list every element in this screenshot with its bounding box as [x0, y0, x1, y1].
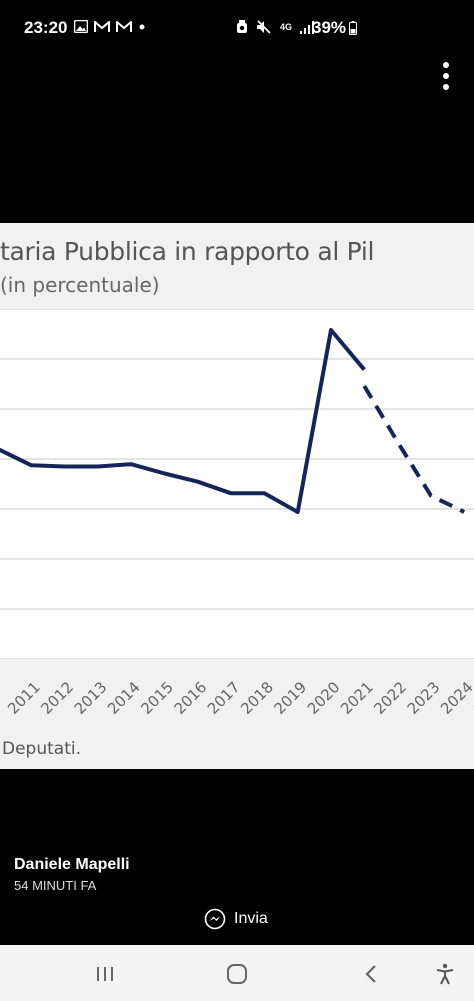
x-tick-label: 2021	[337, 678, 377, 718]
send-button[interactable]: Invia	[204, 908, 268, 930]
more-dot-icon	[443, 73, 449, 79]
more-options-button[interactable]	[434, 60, 458, 92]
notification-icons	[74, 20, 146, 33]
back-button[interactable]	[356, 959, 386, 989]
x-tick-label: 2013	[71, 678, 111, 718]
x-tick-label: 2022	[370, 678, 410, 718]
x-tick-label: 2017	[204, 678, 244, 718]
chart-subtitle: (in percentuale)	[0, 273, 160, 297]
x-tick-label: 2011	[4, 678, 44, 718]
chart-plot	[0, 309, 474, 659]
status-bar: 23:20	[0, 0, 474, 56]
x-tick-label: 2024	[437, 678, 474, 718]
alarm-icon	[237, 20, 247, 33]
accessibility-icon	[436, 963, 454, 985]
x-tick-label: 2019	[271, 678, 311, 718]
author-name[interactable]: Daniele Mapelli	[14, 856, 130, 873]
messenger-icon	[204, 908, 226, 930]
send-label: Invia	[234, 910, 268, 927]
status-time: 23:20	[24, 18, 68, 37]
more-dot-icon	[443, 62, 449, 68]
gmail-icon	[116, 20, 132, 32]
x-tick-label: 2015	[137, 678, 177, 718]
x-tick-label: 2018	[237, 678, 277, 718]
post-time: 54 MINUTI FA	[14, 878, 97, 893]
x-tick-label: 2023	[404, 678, 444, 718]
chart-x-axis: 2011201220132014201520162017201820192020…	[4, 678, 474, 718]
back-icon	[365, 965, 376, 983]
gallery-icon	[74, 20, 88, 33]
forecast-series-line	[362, 384, 466, 514]
network-type: 4G	[280, 21, 293, 32]
battery: 39%	[312, 18, 358, 38]
home-icon	[227, 964, 247, 984]
status-icons: 4G	[236, 20, 315, 34]
more-notifications-dot-icon	[139, 24, 145, 29]
x-tick-label: 2016	[171, 678, 211, 718]
gmail-icon	[94, 20, 110, 32]
historical-series-line	[0, 328, 366, 514]
signal-icon	[300, 20, 315, 34]
x-tick-label: 2014	[104, 678, 144, 718]
home-button[interactable]	[222, 959, 252, 989]
recent-apps-button[interactable]	[90, 959, 120, 989]
chart-source: Deputati.	[2, 739, 81, 759]
photo[interactable]: taria Pubblica in rapporto al Pil (in pe…	[0, 223, 474, 769]
mute-icon	[257, 20, 271, 34]
battery-icon	[349, 21, 358, 35]
recent-apps-icon	[97, 967, 113, 981]
x-tick-label: 2012	[37, 678, 77, 718]
battery-level: 39%	[312, 18, 347, 37]
x-tick-label: 2025	[470, 678, 474, 718]
chart-title: taria Pubblica in rapporto al Pil	[0, 237, 375, 266]
x-tick-label: 2020	[304, 678, 344, 718]
navigation-bar	[0, 945, 474, 1001]
accessibility-button[interactable]	[430, 959, 460, 989]
more-dot-icon	[443, 84, 449, 90]
